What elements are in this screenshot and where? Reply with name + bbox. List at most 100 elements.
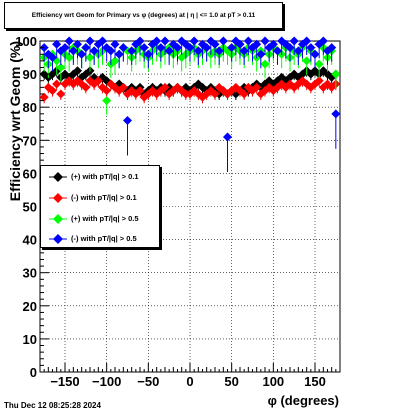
series-1 [39,76,341,104]
data-point [152,36,162,46]
data-point [173,43,182,53]
data-point [64,53,74,63]
data-point [260,59,270,69]
data-point [52,39,62,49]
legend-item-plus-01: (+) with pT/|q| > 0.1 [41,167,159,187]
data-point [48,53,57,63]
legend-marker-black [49,172,67,182]
data-point [85,36,95,46]
data-point [93,76,103,86]
data-point [123,115,132,125]
data-point [110,56,120,66]
data-point [314,59,324,69]
data-point [139,43,149,53]
data-point [118,82,128,92]
y-axis-label: Efficiency wrt Geom (%) [7,41,23,201]
legend: (+) with pT/|q| > 0.1 (-) with pT/|q| > … [40,165,160,248]
data-point [239,89,249,99]
data-point [89,46,99,56]
chart-title: Efficiency wrt Geom for Primary vs φ (de… [31,12,256,19]
data-point [260,36,270,46]
data-point [273,46,282,56]
data-point [223,132,232,142]
y-tick-label: 0 [30,365,37,380]
data-point [293,46,303,56]
axis-ticks: −150 −100 −50 0 50 100 150 0 10 20 30 40 50 60 70 80 90 1… [15,34,337,389]
y-tick-label: 90 [23,67,37,82]
data-point [185,43,195,53]
data-point [77,49,87,59]
data-point [331,69,341,79]
data-point [39,43,49,53]
data-point [60,43,70,53]
data-point [73,39,82,49]
data-point [306,43,316,53]
legend-label: (+) with pT/|q| > 0.5 [71,214,139,223]
legend-marker-green [49,214,67,224]
x-tick-label: 50 [224,374,238,389]
data-point [135,36,145,46]
data-point [160,82,170,92]
data-point [81,82,91,92]
data-point [68,46,78,56]
data-point [56,62,66,72]
x-tick-label: −150 [50,374,79,389]
data-point [235,39,245,49]
data-point [127,46,137,56]
data-point [227,43,237,53]
data-point [143,49,153,59]
data-point [285,43,295,53]
data-point [252,39,262,49]
legend-item-plus-05: (+) with pT/|q| > 0.5 [41,209,159,229]
data-point [73,66,82,76]
data-point [239,46,249,56]
data-point [189,36,199,46]
data-point [52,79,62,89]
data-point [56,46,66,56]
data-point [318,36,328,46]
series-3 [39,36,341,172]
y-tick-label: 40 [23,233,37,248]
legend-item-minus-01: (-) with pT/|q| > 0.1 [41,188,159,208]
data-point [156,43,166,53]
data-point [98,36,107,46]
data-point [289,36,299,46]
data-point [160,36,170,46]
legend-marker-red [49,193,67,203]
x-axis-label: φ (degrees) [268,393,339,408]
data-point [64,36,74,46]
data-point [39,92,49,102]
data-point [135,86,145,96]
data-point [252,82,262,92]
data-point [164,46,174,56]
data-point [114,49,124,59]
legend-label: (-) with pT/|q| > 0.5 [71,234,137,243]
legend-label: (-) with pT/|q| > 0.1 [71,193,137,202]
x-tick-label: 100 [262,374,284,389]
data-point [193,46,203,56]
data-point [210,89,220,99]
data-point [110,39,120,49]
data-point [214,46,224,56]
y-tick-label: 50 [23,200,37,215]
data-point [202,43,212,53]
chart-title-box: Efficiency wrt Geom for Primary vs φ (de… [4,2,283,29]
data-point [81,43,91,53]
data-point [302,56,312,66]
data-point [327,43,337,53]
data-point [102,96,112,106]
data-point [314,76,324,86]
data-point [331,109,341,119]
data-point [310,49,320,59]
data-point [210,39,220,49]
data-point [302,36,312,46]
x-tick-label: 0 [186,374,193,389]
data-point [85,53,95,63]
data-point [243,36,253,46]
y-tick-label: 10 [23,332,37,347]
x-tick-label: −50 [137,374,159,389]
y-tick-label: 60 [23,166,37,181]
y-tick-label: 100 [15,34,37,49]
data-point [102,86,112,96]
